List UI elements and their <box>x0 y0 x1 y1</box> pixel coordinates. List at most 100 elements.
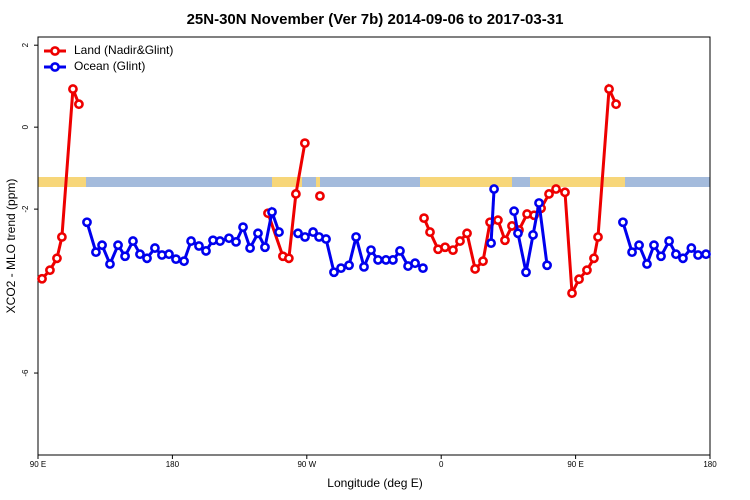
series-line <box>489 188 496 244</box>
data-point <box>201 246 211 256</box>
x-axis-label: Longitude (deg E) <box>327 476 422 490</box>
data-point <box>97 240 107 251</box>
data-point <box>593 232 603 242</box>
data-point <box>283 253 294 264</box>
data-point <box>500 235 510 246</box>
data-point <box>656 251 666 262</box>
y-axis-label: XCO2 - MLO trend (ppm) <box>4 179 18 314</box>
legend-marker <box>50 46 60 56</box>
data-point <box>344 260 354 271</box>
data-point <box>74 99 84 110</box>
data-point <box>135 249 145 260</box>
data-point <box>150 243 160 253</box>
data-point <box>194 241 204 251</box>
data-point <box>509 206 519 217</box>
data-point <box>686 243 697 253</box>
data-point <box>267 207 277 217</box>
data-point <box>470 264 480 274</box>
y-tick-label: -2 <box>21 205 30 213</box>
x-tick-label: 0 <box>439 460 444 469</box>
data-point <box>231 237 241 247</box>
data-point <box>308 227 318 237</box>
data-point <box>455 236 465 246</box>
data-point <box>113 240 123 251</box>
data-point <box>642 259 652 269</box>
land-band <box>316 177 320 187</box>
data-point <box>534 198 544 208</box>
data-point <box>260 242 270 253</box>
data-point <box>37 273 47 284</box>
data-point <box>366 245 376 255</box>
data-point <box>418 263 428 274</box>
data-point <box>179 256 189 267</box>
ocean-band <box>38 177 710 187</box>
legend-label: Ocean (Glint) <box>74 59 145 73</box>
data-point <box>521 267 531 278</box>
y-tick-label: 0 <box>21 124 30 129</box>
data-point <box>589 253 599 264</box>
data-point <box>290 189 301 199</box>
data-point <box>395 246 405 256</box>
data-point <box>701 249 711 260</box>
data-point <box>678 253 688 264</box>
data-point <box>351 232 361 242</box>
data-point <box>105 259 115 269</box>
x-tick-label: 90 W <box>297 460 316 469</box>
data-point <box>551 184 561 194</box>
data-point <box>56 232 67 242</box>
data-point <box>419 213 429 224</box>
data-point <box>604 84 614 94</box>
data-point <box>425 227 435 237</box>
land-band <box>38 177 86 187</box>
data-point <box>315 191 325 201</box>
legend-marker <box>50 62 60 72</box>
data-point <box>45 265 55 276</box>
data-point <box>634 240 644 251</box>
data-point <box>171 254 181 265</box>
data-point <box>649 240 659 251</box>
land-band <box>420 177 512 187</box>
data-point <box>513 228 523 239</box>
data-point <box>611 99 621 110</box>
data-point <box>560 187 570 198</box>
x-tick-label: 90 E <box>30 460 46 469</box>
data-point <box>373 255 383 265</box>
data-point <box>142 253 152 264</box>
data-point <box>440 242 450 253</box>
data-point <box>224 233 234 244</box>
data-point <box>274 227 284 237</box>
data-point <box>128 236 138 246</box>
data-point <box>582 265 592 276</box>
series-line <box>422 83 618 299</box>
land-band <box>530 177 625 187</box>
data-point <box>336 263 346 274</box>
data-point <box>671 249 681 260</box>
series-line <box>266 142 307 261</box>
chart-title: 25N-30N November (Ver 7b) 2014-09-06 to … <box>187 11 564 28</box>
x-tick-label: 90 E <box>567 460 583 469</box>
data-point <box>164 249 174 260</box>
data-point <box>693 250 703 260</box>
data-point <box>293 228 303 239</box>
data-point <box>321 234 331 244</box>
data-point <box>542 260 552 271</box>
data-point <box>489 184 499 194</box>
data-point <box>186 236 196 246</box>
data-point <box>618 217 628 228</box>
data-point <box>253 228 263 239</box>
land-ocean-band <box>38 177 710 187</box>
data-point <box>215 236 225 246</box>
data-point <box>493 215 503 226</box>
data-point <box>245 243 255 253</box>
data-point <box>574 274 584 285</box>
y-tick-label: 2 <box>21 42 30 47</box>
data-point <box>448 245 458 255</box>
data-point <box>478 256 488 267</box>
data-point <box>544 189 554 199</box>
data-point <box>238 222 248 233</box>
series-line <box>85 206 281 268</box>
data-point <box>91 247 101 258</box>
data-point <box>528 230 538 240</box>
data-point <box>299 138 310 149</box>
